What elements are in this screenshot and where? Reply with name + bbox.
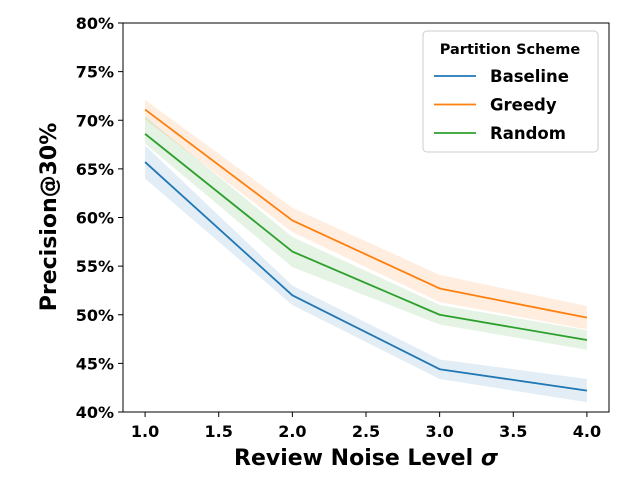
x-tick-label: 2.0 [278, 422, 306, 441]
x-tick-label: 1.0 [131, 422, 159, 441]
y-axis-label: Precision@30% [37, 123, 62, 312]
x-axis-label: Review Noise Level σ [234, 446, 499, 471]
series-lines [144, 108, 588, 392]
y-tick-label: 80% [76, 14, 114, 33]
legend-title: Partition Scheme [440, 42, 581, 58]
legend: Partition Scheme Baseline Greedy Random [422, 30, 599, 153]
legend-label-baseline: Baseline [490, 67, 569, 86]
y-tick-label: 70% [76, 111, 114, 130]
x-tick-label: 2.5 [352, 422, 380, 441]
y-tick-label: 75% [76, 63, 114, 82]
y-tick-label: 50% [76, 306, 114, 325]
x-tick-label: 3.5 [499, 422, 527, 441]
legend-box [422, 30, 599, 153]
legend-label-random: Random [490, 124, 566, 143]
x-axis-label-symbol: σ [481, 446, 499, 471]
x-axis: 1.0 1.5 2.0 2.5 3.0 3.5 4.0 [131, 412, 601, 441]
y-tick-label: 60% [76, 209, 114, 228]
band-random [145, 116, 587, 350]
series-line-random [144, 133, 588, 341]
band-greedy [145, 99, 587, 330]
x-tick-label: 1.5 [205, 422, 233, 441]
series-line-greedy [144, 108, 588, 319]
x-tick-label: 3.0 [425, 422, 453, 441]
y-axis: 40% 45% 50% 55% 60% 65% 70% 75% 80% [76, 14, 123, 422]
legend-label-greedy: Greedy [490, 96, 557, 115]
x-axis-label-text: Review Noise Level [234, 446, 473, 471]
y-tick-label: 65% [76, 160, 114, 179]
confidence-bands [145, 99, 587, 403]
y-tick-label: 40% [76, 403, 114, 422]
band-baseline [145, 145, 587, 403]
y-tick-label: 55% [76, 257, 114, 276]
y-tick-label: 45% [76, 354, 114, 373]
x-tick-label: 4.0 [573, 422, 601, 441]
series-line-baseline [144, 161, 588, 392]
